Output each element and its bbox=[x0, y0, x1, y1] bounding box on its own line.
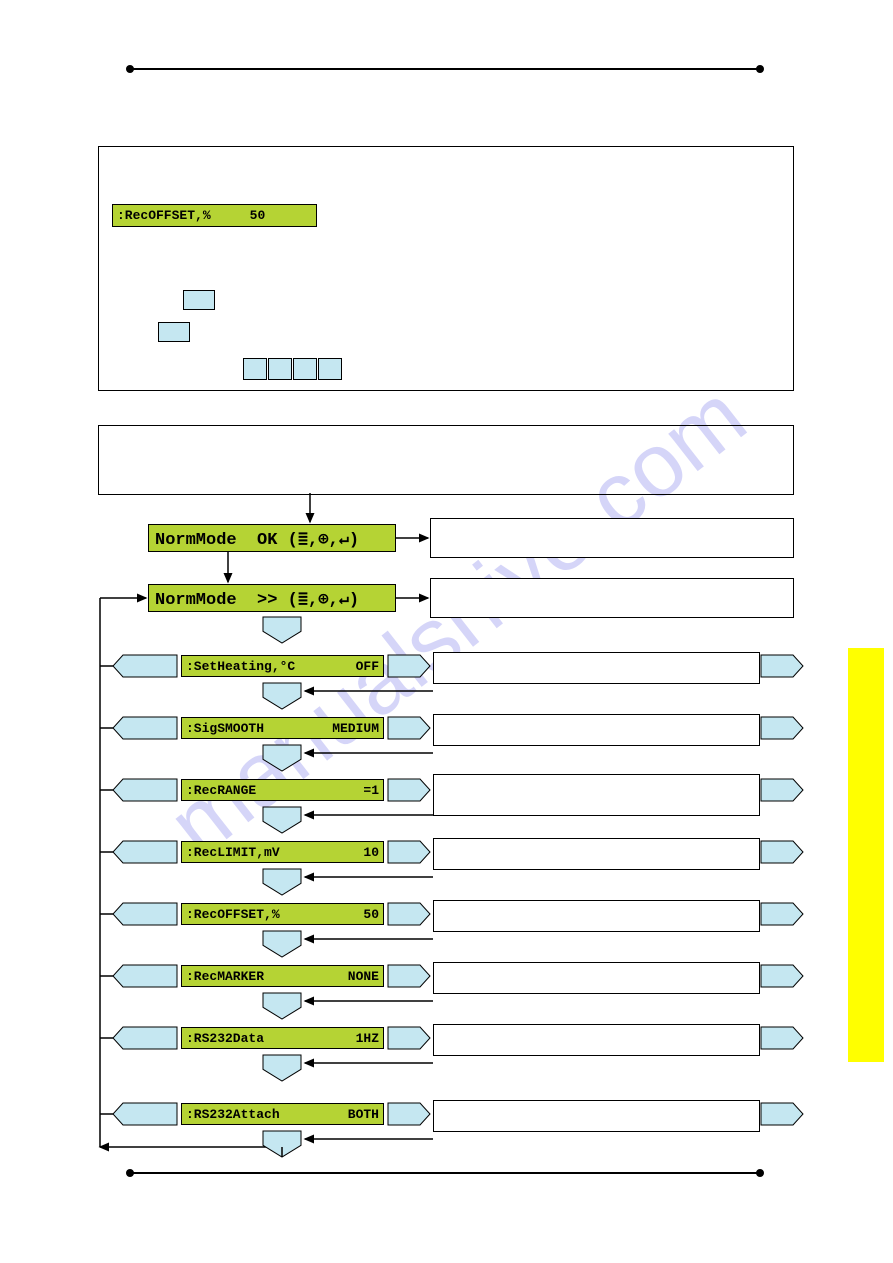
flow-field-value: BOTH bbox=[348, 1107, 379, 1122]
flow-desc bbox=[433, 1024, 760, 1056]
field-label: :RecOFFSET,% bbox=[117, 208, 211, 223]
flow-desc bbox=[433, 774, 760, 816]
mode-scroll: NormMode >> (≣,⊕,↵) bbox=[148, 584, 396, 612]
footer-divider bbox=[130, 1172, 760, 1174]
cyan-chip bbox=[158, 322, 190, 342]
cyan-chip bbox=[183, 290, 215, 310]
flow-field: :RecLIMIT,mV 10 bbox=[181, 841, 384, 863]
watermark: manualshive.com bbox=[150, 300, 750, 1000]
top-info-box bbox=[98, 146, 794, 391]
desc-mode-scroll bbox=[430, 578, 794, 618]
flow-field-value: NONE bbox=[348, 969, 379, 984]
flow-field: :RecRANGE =1 bbox=[181, 779, 384, 801]
flow-field: :RS232Attach BOTH bbox=[181, 1103, 384, 1125]
flow-desc bbox=[433, 962, 760, 994]
mode-ok: NormMode OK (≣,⊕,↵) bbox=[148, 524, 396, 552]
flow-field-value: 50 bbox=[363, 907, 379, 922]
top-field: :RecOFFSET,% 50 bbox=[112, 204, 317, 227]
yellow-sidebar bbox=[848, 648, 884, 1062]
flow-field-label: :RS232Data bbox=[186, 1031, 264, 1046]
cyan-chip bbox=[293, 358, 317, 380]
flow-field: :RecMARKER NONE bbox=[181, 965, 384, 987]
flow-field: :SigSMOOTH MEDIUM bbox=[181, 717, 384, 739]
cyan-chip bbox=[318, 358, 342, 380]
cyan-chip bbox=[268, 358, 292, 380]
flow-field-label: :RecLIMIT,mV bbox=[186, 845, 280, 860]
flow-field-label: :RecRANGE bbox=[186, 783, 256, 798]
flow-desc bbox=[433, 652, 760, 684]
desc-mode-ok bbox=[430, 518, 794, 558]
flow-field: :RecOFFSET,% 50 bbox=[181, 903, 384, 925]
flow-field-value: 10 bbox=[363, 845, 379, 860]
flow-field: :SetHeating,°C OFF bbox=[181, 655, 384, 677]
flow-field-value: 1HZ bbox=[356, 1031, 379, 1046]
flow-desc bbox=[433, 714, 760, 746]
cyan-chip bbox=[243, 358, 267, 380]
header-divider bbox=[130, 68, 760, 70]
flow-field: :RS232Data 1HZ bbox=[181, 1027, 384, 1049]
flow-desc bbox=[433, 838, 760, 870]
flow-desc bbox=[433, 900, 760, 932]
section-box bbox=[98, 425, 794, 495]
flow-field-label: :RecOFFSET,% bbox=[186, 907, 280, 922]
flow-field-value: OFF bbox=[356, 659, 379, 674]
field-value: 50 bbox=[250, 208, 266, 223]
flow-field-value: MEDIUM bbox=[332, 721, 379, 736]
flow-field-label: :RS232Attach bbox=[186, 1107, 280, 1122]
flow-field-label: :SetHeating,°C bbox=[186, 659, 295, 674]
flow-field-value: =1 bbox=[363, 783, 379, 798]
flow-desc bbox=[433, 1100, 760, 1132]
flow-field-label: :RecMARKER bbox=[186, 969, 264, 984]
page-root: manualshive.com :RecOFFSET,% 50 NormMode… bbox=[0, 0, 893, 1263]
flow-field-label: :SigSMOOTH bbox=[186, 721, 264, 736]
